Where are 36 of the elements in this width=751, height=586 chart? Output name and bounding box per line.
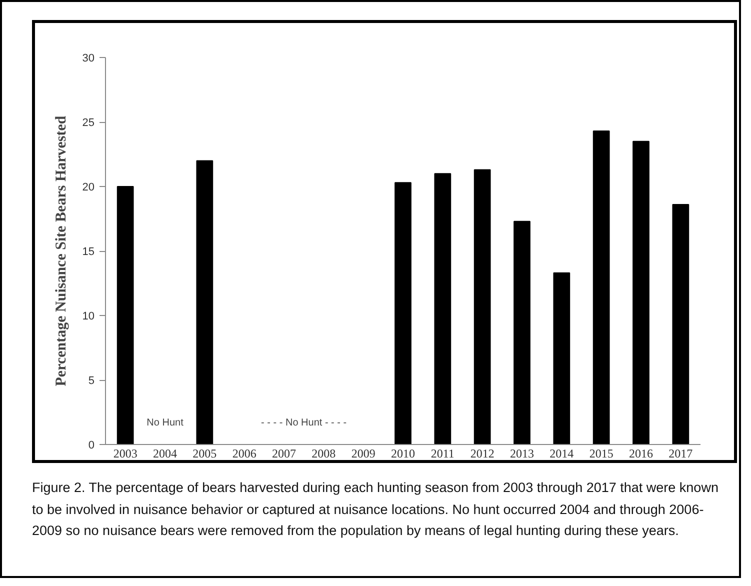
- x-tick-label: 2014: [550, 446, 574, 460]
- bar: [553, 272, 570, 444]
- bar: [514, 220, 530, 444]
- x-tick-label: 2005: [192, 446, 217, 460]
- caption: Figure 2. The percentage of bears harvested during each hunting season from 2003 through 2017 that were known to be involved in nuisance behavior or captured at nuisance locations. No hunt occurred 2004 and through 2006-2009 so no nuisance bears were removed from the population by means of legal hunting during these years.: [32, 479, 720, 540]
- bar: [196, 160, 214, 444]
- y-tick-label: 5: [88, 375, 95, 387]
- bar: [592, 130, 610, 444]
- y-axis-title: Percentage Nuisance Site Bears Harvested: [53, 115, 70, 386]
- y-tick-label: 0: [88, 440, 95, 452]
- bar: [672, 204, 690, 444]
- annotation: No Hunt: [146, 418, 184, 429]
- x-tick-label: 2008: [312, 446, 336, 460]
- y-tick-label: 20: [82, 182, 95, 194]
- x-tick-label: 2004: [153, 446, 177, 460]
- bar: [116, 186, 134, 444]
- x-tick-label: 2017: [668, 446, 693, 460]
- x-tick-label: 2012: [470, 446, 494, 460]
- y-tick-label: 15: [82, 246, 95, 258]
- x-tick-label: 2007: [272, 446, 296, 460]
- x-tick-label: 2006: [232, 446, 256, 460]
- x-tick-label: 2010: [391, 446, 415, 460]
- y-tick-label: 25: [82, 117, 95, 129]
- x-tick-label: 2013: [510, 446, 534, 460]
- bar: [632, 140, 650, 444]
- bar: [434, 173, 452, 444]
- x-tick-label: 2003: [113, 446, 138, 460]
- y-tick-label: 10: [82, 310, 95, 322]
- y-tick-label: 30: [82, 52, 95, 64]
- bar: [474, 169, 491, 444]
- x-tick-label: 2015: [589, 446, 614, 460]
- bar: [394, 182, 412, 444]
- x-tick-label: 2016: [629, 446, 653, 460]
- x-tick-label: 2009: [351, 446, 376, 460]
- annotation: - - - - No Hunt - - - -: [261, 418, 347, 429]
- x-tick-label: 2011: [430, 446, 454, 460]
